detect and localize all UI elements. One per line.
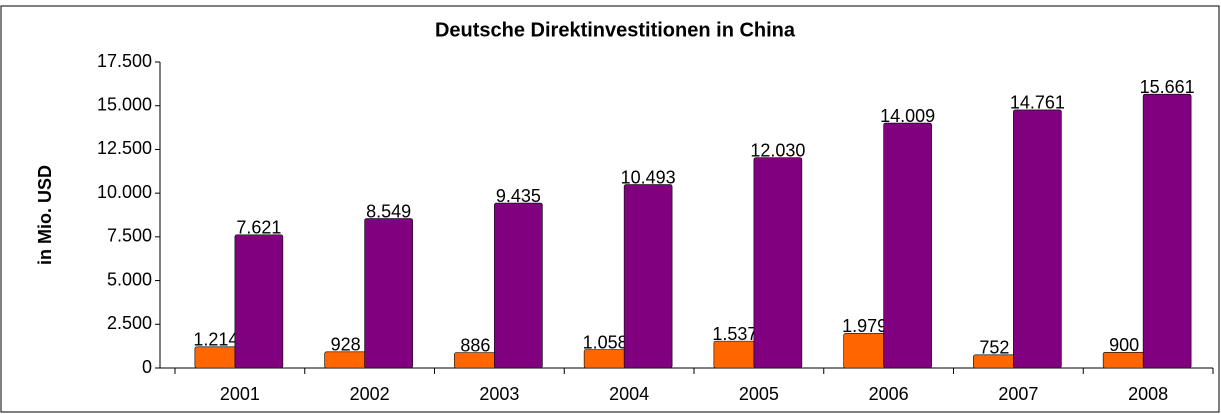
data-label: 928 (331, 335, 361, 355)
bar (753, 157, 803, 369)
data-label: 1.058 (583, 332, 628, 352)
chart-title: Deutsche Direktinvestitionen in China (435, 19, 796, 41)
x-tick-label: 2002 (350, 384, 390, 404)
data-label: 886 (460, 335, 490, 355)
x-tick-label: 2003 (479, 384, 519, 404)
y-axis-label: in Mio. USD (35, 165, 55, 265)
bar (364, 218, 413, 369)
bar (883, 122, 932, 369)
y-tick-label: 12.500 (97, 138, 152, 158)
data-label: 15.661 (1140, 77, 1195, 97)
data-label: 7.621 (236, 217, 281, 237)
chart-border (0, 5, 1220, 413)
data-label: 8.549 (366, 201, 411, 221)
y-tick-label: 7.500 (107, 226, 152, 246)
x-tick-label: 2004 (609, 384, 649, 404)
bar (1013, 109, 1062, 369)
data-label: 12.030 (750, 140, 805, 160)
bar (623, 184, 673, 369)
x-tick-label: 2001 (220, 384, 260, 404)
x-tick-label: 2005 (739, 384, 779, 404)
y-tick-label: 2.500 (107, 313, 152, 333)
x-tick-label: 2008 (1128, 384, 1168, 404)
data-label: 14.761 (1010, 93, 1065, 113)
bar (713, 340, 757, 369)
x-tick-label: 2006 (869, 384, 909, 404)
data-label: 10.493 (621, 167, 676, 187)
bar (234, 234, 284, 369)
y-tick-label: 0 (142, 357, 152, 377)
x-tick-label: 2007 (998, 384, 1038, 404)
data-label: 900 (1109, 335, 1139, 355)
bar (1142, 93, 1192, 369)
bar (583, 349, 627, 369)
bar (843, 333, 886, 369)
data-label: 752 (979, 338, 1009, 358)
data-label: 1.214 (193, 330, 238, 350)
data-label: 14.009 (880, 106, 935, 126)
bar (194, 346, 238, 369)
data-label: 1.537 (712, 324, 757, 344)
y-tick-label: 17.500 (97, 51, 152, 71)
data-label: 9.435 (496, 186, 541, 206)
y-tick-label: 5.000 (107, 269, 152, 289)
y-tick-label: 10.000 (97, 182, 152, 202)
y-tick-label: 15.000 (97, 94, 152, 114)
data-label: 1.979 (842, 316, 887, 336)
bar (494, 202, 543, 369)
